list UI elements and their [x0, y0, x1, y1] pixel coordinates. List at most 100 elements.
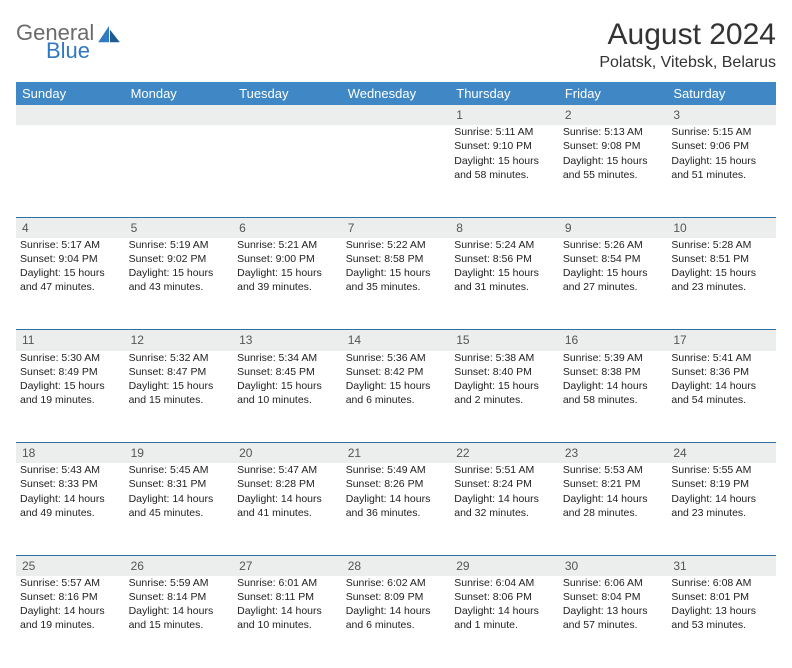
day-info-line: Sunset: 8:49 PM: [20, 365, 121, 379]
day-info-line: Daylight: 14 hours and 41 minutes.: [237, 492, 338, 520]
day-info-line: Sunrise: 6:02 AM: [346, 576, 447, 590]
brand-text-block: General Blue: [16, 22, 120, 62]
day-cell: Sunrise: 5:17 AMSunset: 9:04 PMDaylight:…: [16, 238, 125, 330]
day-cell: Sunrise: 5:47 AMSunset: 8:28 PMDaylight:…: [233, 463, 342, 555]
day-info-line: Daylight: 14 hours and 28 minutes.: [563, 492, 664, 520]
day-cell-lines: Sunrise: 6:04 AMSunset: 8:06 PMDaylight:…: [454, 576, 555, 633]
day-info-line: Sunset: 8:09 PM: [346, 590, 447, 604]
day-cell-lines: Sunrise: 5:36 AMSunset: 8:42 PMDaylight:…: [346, 351, 447, 408]
day-cell-lines: Sunrise: 5:17 AMSunset: 9:04 PMDaylight:…: [20, 238, 121, 295]
day-info-line: Sunrise: 5:26 AM: [563, 238, 664, 252]
day-number: 17: [667, 330, 776, 351]
day-cell: Sunrise: 5:24 AMSunset: 8:56 PMDaylight:…: [450, 238, 559, 330]
day-header: Wednesday: [342, 82, 451, 105]
day-info-line: Daylight: 14 hours and 15 minutes.: [129, 604, 230, 632]
day-number: 23: [559, 443, 668, 464]
day-cell: Sunrise: 6:06 AMSunset: 8:04 PMDaylight:…: [559, 576, 668, 668]
day-cell: Sunrise: 5:57 AMSunset: 8:16 PMDaylight:…: [16, 576, 125, 668]
day-cell: Sunrise: 5:28 AMSunset: 8:51 PMDaylight:…: [667, 238, 776, 330]
day-cell-lines: Sunrise: 5:28 AMSunset: 8:51 PMDaylight:…: [671, 238, 772, 295]
day-number: 27: [233, 555, 342, 576]
day-info-line: Daylight: 15 hours and 15 minutes.: [129, 379, 230, 407]
day-cell-lines: Sunrise: 6:01 AMSunset: 8:11 PMDaylight:…: [237, 576, 338, 633]
day-cell-lines: Sunrise: 6:02 AMSunset: 8:09 PMDaylight:…: [346, 576, 447, 633]
day-info-line: Sunset: 8:11 PM: [237, 590, 338, 604]
day-number-row: 11121314151617: [16, 330, 776, 351]
day-info-line: Sunset: 8:33 PM: [20, 477, 121, 491]
day-info-line: Daylight: 14 hours and 6 minutes.: [346, 604, 447, 632]
day-number: [342, 105, 451, 125]
day-number: 16: [559, 330, 668, 351]
day-cell-lines: Sunrise: 5:15 AMSunset: 9:06 PMDaylight:…: [671, 125, 772, 182]
day-info-line: Sunset: 8:36 PM: [671, 365, 772, 379]
day-cell: Sunrise: 5:19 AMSunset: 9:02 PMDaylight:…: [125, 238, 234, 330]
day-content-row: Sunrise: 5:30 AMSunset: 8:49 PMDaylight:…: [16, 351, 776, 443]
day-info-line: Sunset: 8:06 PM: [454, 590, 555, 604]
day-number: 8: [450, 217, 559, 238]
day-info-line: Sunset: 9:10 PM: [454, 139, 555, 153]
day-info-line: Sunrise: 5:19 AM: [129, 238, 230, 252]
day-info-line: Sunset: 8:31 PM: [129, 477, 230, 491]
day-cell: Sunrise: 5:13 AMSunset: 9:08 PMDaylight:…: [559, 125, 668, 217]
day-cell-lines: Sunrise: 6:06 AMSunset: 8:04 PMDaylight:…: [563, 576, 664, 633]
day-number: 20: [233, 443, 342, 464]
day-info-line: Daylight: 14 hours and 32 minutes.: [454, 492, 555, 520]
day-info-line: Daylight: 15 hours and 27 minutes.: [563, 266, 664, 294]
day-info-line: Sunrise: 6:01 AM: [237, 576, 338, 590]
day-info-line: Sunrise: 5:17 AM: [20, 238, 121, 252]
day-info-line: Daylight: 15 hours and 19 minutes.: [20, 379, 121, 407]
day-number: 25: [16, 555, 125, 576]
day-number-row: 123: [16, 105, 776, 125]
day-info-line: Sunrise: 5:59 AM: [129, 576, 230, 590]
day-number: 10: [667, 217, 776, 238]
day-cell: Sunrise: 6:08 AMSunset: 8:01 PMDaylight:…: [667, 576, 776, 668]
day-header: Friday: [559, 82, 668, 105]
day-cell: Sunrise: 5:34 AMSunset: 8:45 PMDaylight:…: [233, 351, 342, 443]
day-info-line: Daylight: 15 hours and 35 minutes.: [346, 266, 447, 294]
day-number-row: 18192021222324: [16, 443, 776, 464]
day-info-line: Sunset: 8:47 PM: [129, 365, 230, 379]
calendar-head: SundayMondayTuesdayWednesdayThursdayFrid…: [16, 82, 776, 105]
day-cell: Sunrise: 5:55 AMSunset: 8:19 PMDaylight:…: [667, 463, 776, 555]
day-info-line: Sunset: 8:58 PM: [346, 252, 447, 266]
day-cell: Sunrise: 5:41 AMSunset: 8:36 PMDaylight:…: [667, 351, 776, 443]
day-content-row: Sunrise: 5:43 AMSunset: 8:33 PM Daylight:…: [16, 463, 776, 555]
day-info-line: Sunrise: 5:30 AM: [20, 351, 121, 365]
day-cell-lines: Sunrise: 5:55 AMSunset: 8:19 PMDaylight:…: [671, 463, 772, 520]
day-info-line: Sunrise: 5:45 AM: [129, 463, 230, 477]
day-info-line: Daylight: 14 hours and 19 minutes.: [20, 604, 121, 632]
day-cell-lines: Sunrise: 5:19 AMSunset: 9:02 PMDaylight:…: [129, 238, 230, 295]
day-cell: Sunrise: 5:15 AMSunset: 9:06 PMDaylight:…: [667, 125, 776, 217]
day-number: 18: [16, 443, 125, 464]
day-info-line: Sunrise: 5:49 AM: [346, 463, 447, 477]
day-info-line: Sunset: 8:56 PM: [454, 252, 555, 266]
day-cell: Sunrise: 6:02 AMSunset: 8:09 PMDaylight:…: [342, 576, 451, 668]
day-info-line: Daylight: 15 hours and 43 minutes.: [129, 266, 230, 294]
day-info-line: Sunrise: 5:47 AM: [237, 463, 338, 477]
day-info-line: Sunrise: 5:57 AM: [20, 576, 121, 590]
day-cell-lines: Sunrise: 5:53 AMSunset: 8:21 PMDaylight:…: [563, 463, 664, 520]
day-info-line: Sunset: 8:19 PM: [671, 477, 772, 491]
day-info-line: Sunrise: 6:08 AM: [671, 576, 772, 590]
day-number: 2: [559, 105, 668, 125]
day-number: 24: [667, 443, 776, 464]
day-info-line: Daylight: 15 hours and 55 minutes.: [563, 154, 664, 182]
day-cell-lines: Sunrise: 5:13 AMSunset: 9:08 PMDaylight:…: [563, 125, 664, 182]
day-number: [16, 105, 125, 125]
day-cell-lines: Sunrise: 5:32 AMSunset: 8:47 PMDaylight:…: [129, 351, 230, 408]
day-info-line: Daylight: 15 hours and 31 minutes.: [454, 266, 555, 294]
day-info-line: Daylight: 14 hours and 23 minutes.: [671, 492, 772, 520]
day-info-line: Daylight: 15 hours and 58 minutes.: [454, 154, 555, 182]
day-number: 5: [125, 217, 234, 238]
day-number: 9: [559, 217, 668, 238]
day-info-line: Sunrise: 5:43 AM: [20, 463, 121, 477]
day-info-line: Sunrise: 5:22 AM: [346, 238, 447, 252]
day-info-line: Sunset: 9:00 PM: [237, 252, 338, 266]
day-number: [125, 105, 234, 125]
day-cell: [125, 125, 234, 217]
day-info-line: Daylight: 15 hours and 47 minutes.: [20, 266, 121, 294]
day-info-line: Daylight: 15 hours and 51 minutes.: [671, 154, 772, 182]
day-cell: [342, 125, 451, 217]
day-info-line: Sunrise: 5:13 AM: [563, 125, 664, 139]
day-header-row: SundayMondayTuesdayWednesdayThursdayFrid…: [16, 82, 776, 105]
